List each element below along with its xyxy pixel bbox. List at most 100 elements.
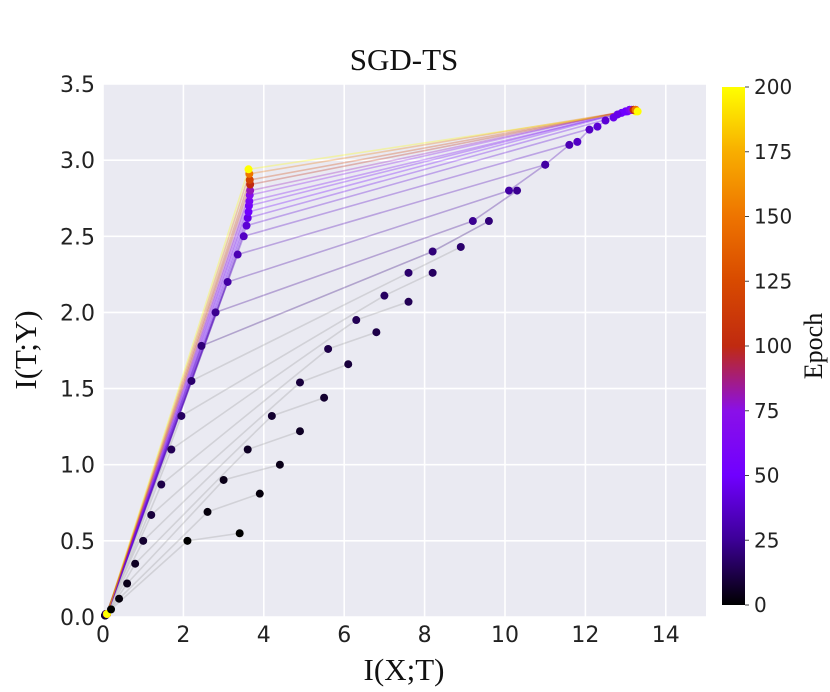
colorbar-tick-label: 100: [754, 334, 792, 358]
colorbar-tick-label: 125: [754, 269, 792, 293]
x-tick-label: 10: [491, 623, 519, 648]
epoch-line: [105, 301, 409, 615]
data-point: [244, 207, 253, 216]
data-point: [380, 291, 389, 300]
data-point: [242, 221, 251, 230]
data-point: [139, 536, 148, 545]
data-point: [468, 217, 477, 226]
epoch-line: [105, 189, 518, 615]
data-point: [211, 308, 220, 317]
data-point: [223, 277, 232, 286]
y-tick-label: 2.0: [60, 301, 95, 326]
chart-title: SGD-TS: [350, 42, 459, 77]
epoch-line: [106, 129, 590, 615]
data-point: [585, 125, 594, 134]
colorbar-tick-label: 175: [754, 140, 792, 164]
colorbar-tick-label: 50: [754, 464, 779, 488]
data-point: [187, 376, 196, 385]
plot-background: [103, 84, 706, 617]
epoch-line: [105, 331, 377, 615]
y-tick-label: 0.5: [60, 530, 95, 555]
data-point: [157, 480, 166, 489]
data-point: [295, 427, 304, 436]
data-point: [541, 160, 550, 169]
data-point: [613, 110, 622, 119]
data-point: [245, 197, 254, 206]
data-point: [565, 140, 574, 149]
data-point: [601, 116, 610, 125]
data-point: [115, 594, 124, 603]
data-point: [275, 460, 284, 469]
data-point: [203, 507, 212, 516]
data-point: [295, 378, 304, 387]
data-point: [244, 165, 253, 174]
epoch-line: [106, 164, 546, 615]
data-point: [344, 360, 353, 369]
y-tick-label: 1.5: [60, 378, 95, 403]
data-point: [428, 247, 437, 256]
y-tick-label: 3.5: [60, 73, 95, 98]
data-point: [245, 175, 254, 184]
epoch-line: [106, 119, 606, 615]
data-point: [484, 217, 493, 226]
data-point: [239, 232, 248, 241]
epoch-line: [106, 144, 570, 615]
epoch-line: [105, 396, 325, 615]
data-point: [593, 122, 602, 131]
data-point: [243, 445, 252, 454]
colorbar-label: Epoch: [799, 313, 828, 379]
data-point: [243, 214, 252, 223]
data-point: [372, 328, 381, 337]
colorbar-tick-label: 0: [754, 593, 767, 617]
epoch-line: [105, 220, 490, 615]
data-point: [428, 268, 437, 277]
data-point: [219, 475, 228, 484]
data-point: [131, 559, 140, 568]
data-point: [167, 445, 176, 454]
data-point: [197, 341, 206, 350]
data-point: [233, 250, 242, 259]
epoch-line: [105, 272, 433, 615]
x-tick-label: 14: [652, 623, 680, 648]
data-point: [177, 411, 186, 420]
y-tick-label: 3.0: [60, 149, 95, 174]
colorbar-tick-label: 25: [754, 528, 779, 552]
data-point: [513, 186, 522, 195]
x-tick-label: 4: [257, 623, 271, 648]
data-point: [123, 579, 132, 588]
data-point: [573, 137, 582, 146]
data-point: [320, 393, 329, 402]
colorbar: [722, 87, 745, 605]
x-tick-label: 2: [176, 623, 190, 648]
epoch-line: [104, 430, 301, 616]
data-point: [324, 344, 333, 353]
epoch-line: [105, 246, 462, 615]
data-point: [255, 489, 264, 498]
x-tick-label: 0: [96, 623, 110, 648]
data-point: [107, 605, 116, 614]
colorbar-tick-label: 150: [754, 205, 792, 229]
y-axis-label: I(T;Y): [8, 310, 43, 389]
x-tick-label: 8: [418, 623, 432, 648]
x-tick-label: 12: [571, 623, 599, 648]
colorbar-tick-label: 75: [754, 399, 779, 423]
y-tick-label: 1.0: [60, 454, 95, 479]
data-point: [183, 536, 192, 545]
data-point: [456, 242, 465, 251]
epoch-line: [105, 363, 349, 615]
data-point: [267, 411, 276, 420]
data-point: [246, 186, 255, 195]
data-point: [404, 297, 413, 306]
data-point: [404, 268, 413, 277]
x-tick-label: 6: [337, 623, 351, 648]
data-point: [505, 186, 514, 195]
data-point: [235, 529, 244, 538]
y-tick-label: 2.5: [60, 225, 95, 250]
y-tick-label: 0.0: [60, 606, 95, 631]
data-point: [633, 107, 642, 116]
x-axis-label: I(X;T): [364, 652, 445, 687]
data-point: [352, 316, 361, 325]
data-point: [147, 510, 156, 519]
colorbar-tick-label: 200: [754, 75, 792, 99]
